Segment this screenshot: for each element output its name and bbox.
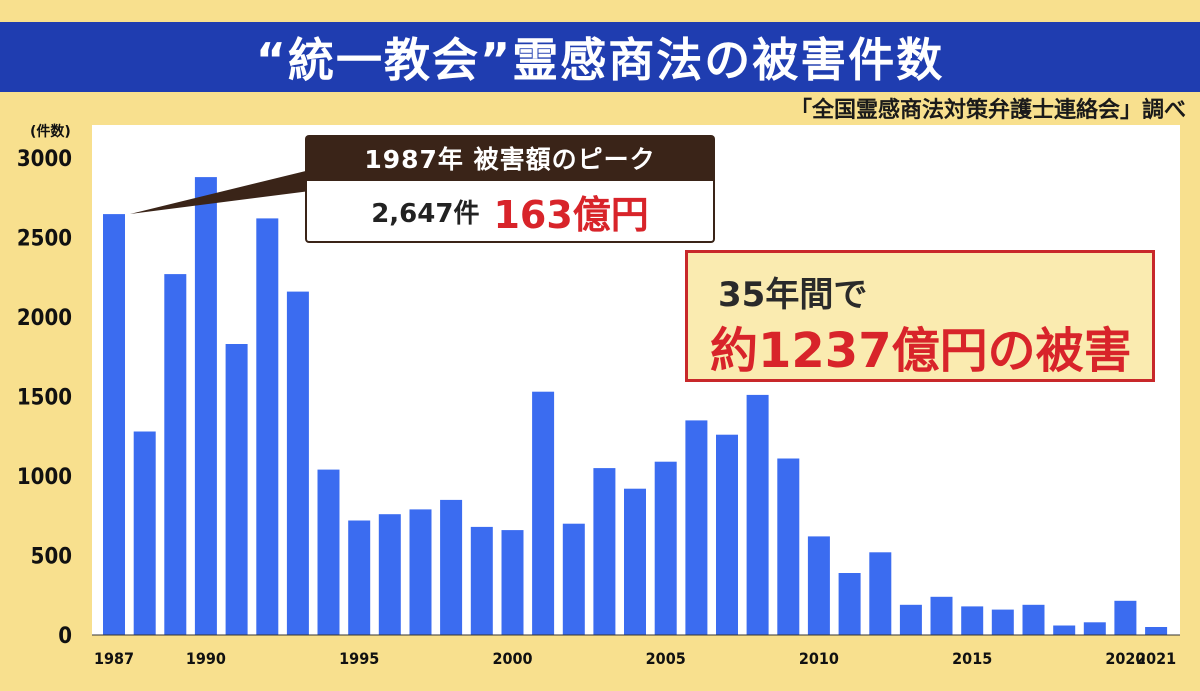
bar-2013 — [899, 604, 922, 635]
bar-1990 — [194, 177, 217, 635]
bar-1992 — [256, 218, 279, 635]
title-band: “統一教会”霊感商法の被害件数 — [0, 22, 1200, 92]
x-tick-label: 2000 — [492, 649, 532, 668]
bars-group — [103, 177, 1168, 636]
bar-1987 — [103, 214, 125, 635]
total-amount-label: 約1237億円の被害 — [710, 323, 1132, 379]
y-tick-label: 1500 — [17, 386, 72, 411]
bar-1996 — [378, 514, 401, 635]
bar-1999 — [470, 526, 493, 635]
bar-2010 — [807, 536, 830, 635]
bar-2007 — [716, 434, 738, 635]
bar-2017 — [1022, 604, 1045, 635]
bar-2006 — [685, 420, 708, 636]
bar-1997 — [409, 509, 432, 635]
bar-2002 — [562, 523, 585, 635]
bar-1993 — [286, 291, 309, 635]
y-tick-label: 0 — [58, 624, 72, 649]
bar-2016 — [991, 609, 1014, 635]
total-damage-callout: 35年間で 約1237億円の被害 — [685, 250, 1155, 382]
bar-2008 — [746, 394, 769, 635]
x-tick-label: 2015 — [952, 649, 992, 668]
bar-1988 — [133, 431, 156, 635]
bar-1991 — [225, 344, 248, 635]
bar-2021 — [1145, 627, 1168, 635]
peak-count: 2,647件 — [371, 198, 480, 229]
bar-2020 — [1114, 600, 1137, 635]
bar-2009 — [777, 458, 800, 635]
y-tick-label: 2500 — [17, 227, 72, 252]
source-note: 「全国霊感商法対策弁護士連絡会」調べ — [789, 98, 1186, 123]
y-ticks-group: 0 500 1000 1500 2000 2500 3000 — [17, 147, 72, 649]
bar-2015 — [961, 606, 984, 635]
x-tick-label: 2021 — [1136, 649, 1176, 668]
bar-2019 — [1083, 622, 1106, 635]
x-tick-label: 1987 — [94, 649, 134, 668]
x-tick-label: 2020 — [1105, 649, 1145, 668]
bar-1989 — [164, 274, 187, 635]
bar-2004 — [624, 488, 646, 635]
x-tick-label: 1990 — [186, 649, 226, 668]
total-period-label: 35年間で — [718, 275, 868, 315]
bar-2003 — [593, 468, 616, 635]
peak-callout-header: 1987年 被害額のピーク — [305, 135, 715, 181]
bar-2018 — [1053, 625, 1076, 635]
x-tick-label: 2005 — [646, 649, 686, 668]
x-tick-label: 1995 — [339, 649, 379, 668]
chart-title: “統一教会”霊感商法の被害件数 — [255, 33, 945, 87]
y-axis-unit-label: (件数) — [30, 123, 71, 140]
bar-2014 — [930, 596, 953, 635]
bar-1994 — [317, 469, 340, 635]
bar-2011 — [838, 573, 861, 635]
y-tick-label: 3000 — [17, 147, 72, 172]
bar-2012 — [869, 552, 892, 635]
callout-pointer — [130, 168, 318, 214]
y-tick-label: 1000 — [17, 465, 72, 490]
peak-amount: 163億円 — [493, 192, 649, 237]
peak-callout-body: 2,647件 163億円 — [305, 181, 715, 243]
bar-1995 — [348, 520, 371, 635]
bar-1998 — [440, 499, 463, 636]
y-tick-label: 2000 — [17, 306, 72, 331]
x-tick-label: 2010 — [799, 649, 839, 668]
bar-2000 — [501, 530, 524, 635]
y-tick-label: 500 — [31, 545, 72, 570]
bar-2001 — [532, 391, 555, 635]
bar-2005 — [654, 461, 677, 635]
